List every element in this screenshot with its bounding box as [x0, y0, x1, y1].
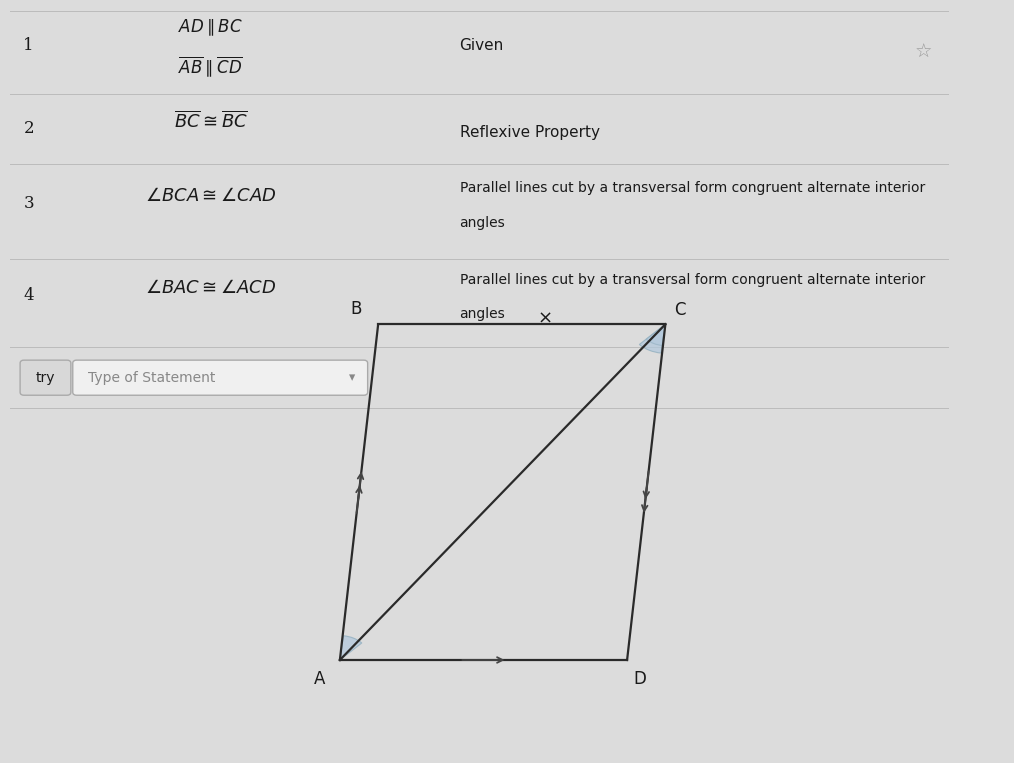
- Text: angles: angles: [459, 216, 505, 230]
- Text: B: B: [350, 300, 361, 317]
- Text: 2: 2: [23, 121, 34, 137]
- Text: D: D: [634, 670, 646, 688]
- Text: 4: 4: [23, 287, 34, 304]
- Text: Parallel lines cut by a transversal form congruent alternate interior: Parallel lines cut by a transversal form…: [459, 273, 925, 287]
- FancyBboxPatch shape: [20, 360, 71, 395]
- Text: 3: 3: [23, 195, 34, 212]
- Text: Parallel lines cut by a transversal form congruent alternate interior: Parallel lines cut by a transversal form…: [459, 182, 925, 195]
- Text: Reflexive Property: Reflexive Property: [459, 125, 599, 140]
- FancyBboxPatch shape: [73, 360, 368, 395]
- Text: C: C: [674, 301, 685, 319]
- Text: ☆: ☆: [915, 43, 933, 62]
- Text: ▾: ▾: [349, 371, 356, 385]
- Text: 1: 1: [23, 37, 34, 53]
- Text: Given: Given: [459, 37, 504, 53]
- Text: ×: ×: [537, 309, 553, 327]
- Text: $AD \parallel BC$: $AD \parallel BC$: [178, 18, 243, 38]
- Text: $\angle BAC \cong \angle ACD$: $\angle BAC \cong \angle ACD$: [145, 278, 277, 297]
- Wedge shape: [639, 324, 665, 353]
- Wedge shape: [340, 636, 362, 660]
- Text: angles: angles: [459, 307, 505, 321]
- Text: A: A: [313, 670, 325, 688]
- Text: $\angle BCA \cong \angle CAD$: $\angle BCA \cong \angle CAD$: [145, 187, 277, 205]
- Text: $\overline{BC} \cong \overline{BC}$: $\overline{BC} \cong \overline{BC}$: [173, 111, 247, 132]
- Text: $\overline{AB} \parallel \overline{CD}$: $\overline{AB} \parallel \overline{CD}$: [178, 54, 243, 79]
- Wedge shape: [646, 324, 665, 346]
- Text: try: try: [35, 371, 55, 385]
- Text: Type of Statement: Type of Statement: [88, 371, 215, 385]
